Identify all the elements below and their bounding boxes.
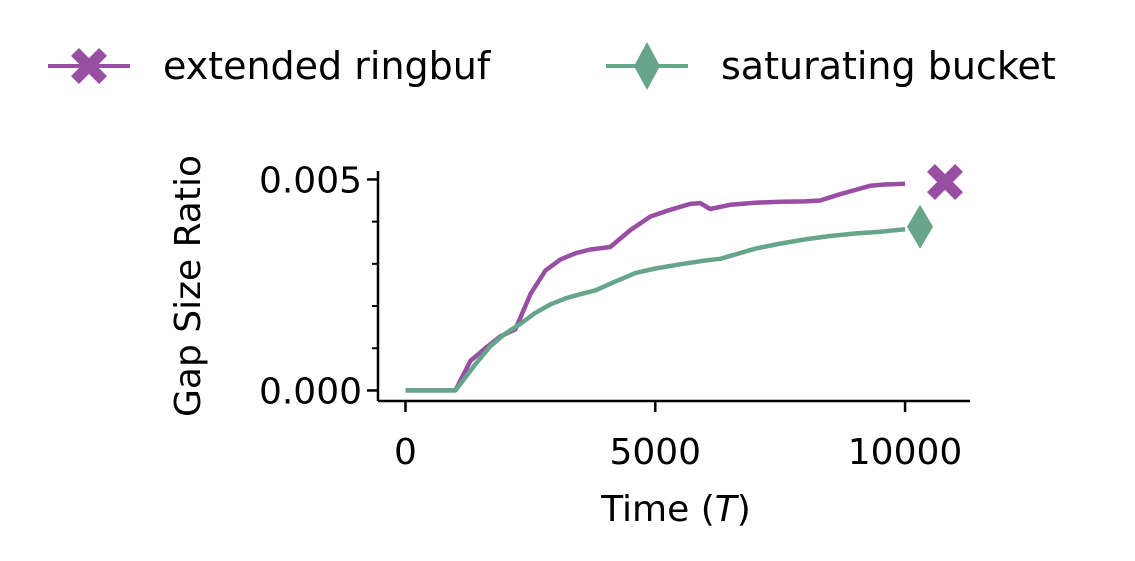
- y-axis-label: Gap Size Ratio: [168, 155, 209, 417]
- y-tick-label: 0.005: [259, 160, 362, 201]
- series-end-marker-saturating-bucket: [907, 204, 934, 249]
- x-marker-icon: [71, 48, 107, 84]
- legend-label-extended-ringbuf: extended ringbuf: [163, 44, 492, 88]
- x-tick-label: 10000: [848, 432, 963, 473]
- x-axis-label: Time (T): [600, 489, 751, 530]
- y-ticks: 0.000 0.005: [259, 160, 378, 412]
- legend: extended ringbuf saturating bucket: [48, 42, 1056, 90]
- legend-item-saturating-bucket: saturating bucket: [606, 42, 1056, 90]
- x-tick-label: 5000: [609, 432, 701, 473]
- series-layer: [405, 164, 963, 393]
- legend-item-extended-ringbuf: extended ringbuf: [48, 44, 492, 88]
- diamond-marker-icon: [634, 42, 660, 90]
- series-line-saturating-bucket: [405, 226, 906, 393]
- y-tick-label: 0.000: [259, 371, 362, 412]
- x-tick-label: 0: [394, 432, 417, 473]
- legend-label-saturating-bucket: saturating bucket: [721, 44, 1056, 88]
- x-ticks: 0 5000 10000: [394, 401, 962, 473]
- axes: [376, 171, 970, 403]
- series-end-marker-extended-ringbuf: [927, 164, 963, 200]
